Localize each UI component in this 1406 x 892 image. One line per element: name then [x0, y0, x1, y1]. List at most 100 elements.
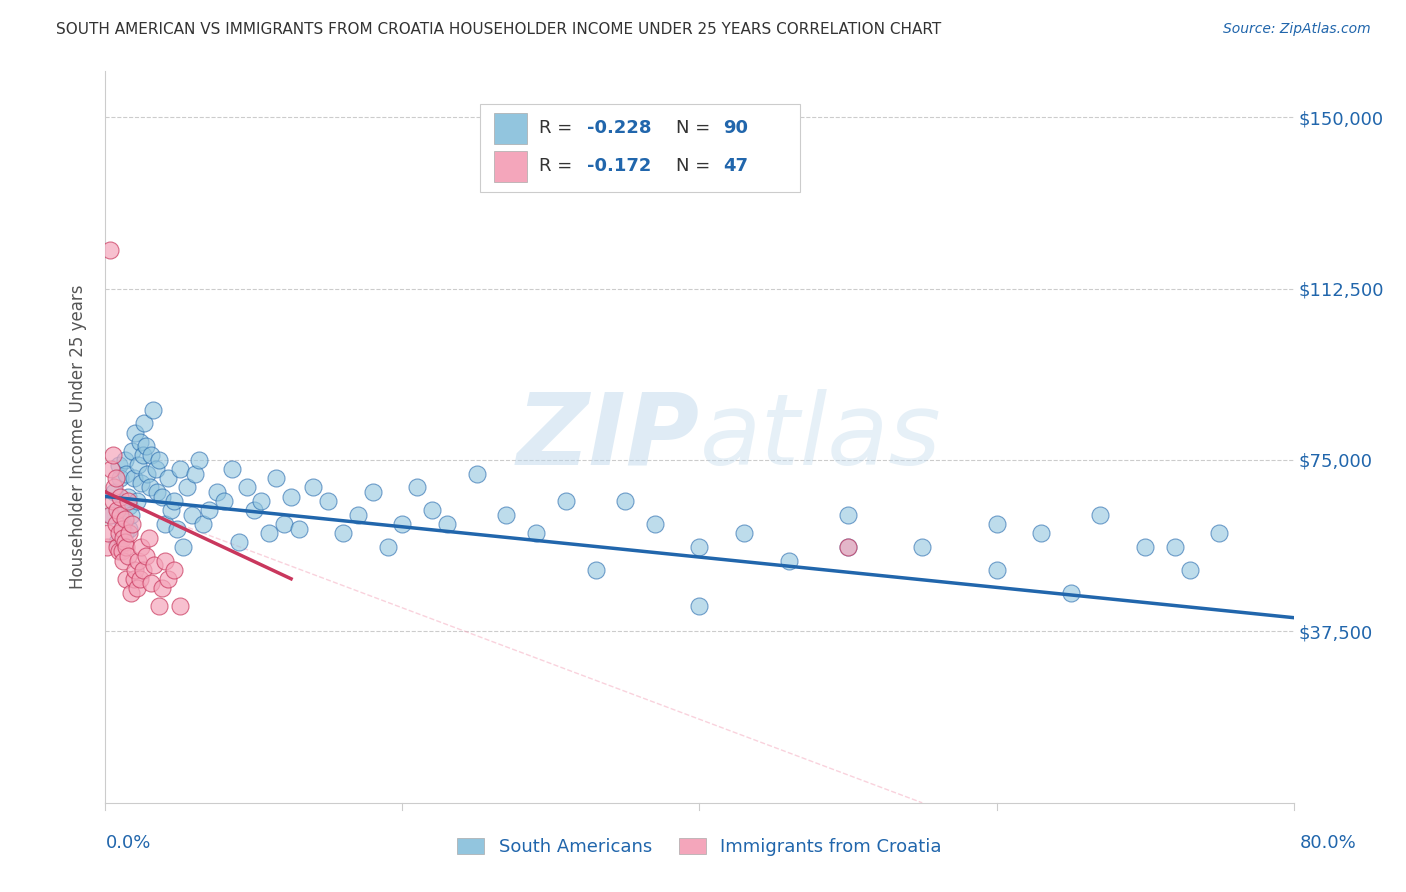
- Point: [733, 526, 755, 541]
- Point: [136, 467, 159, 481]
- Point: [159, 503, 181, 517]
- Point: [1029, 526, 1052, 541]
- Point: [103, 480, 125, 494]
- Point: [689, 599, 711, 614]
- Point: [112, 553, 135, 567]
- Point: [153, 553, 176, 567]
- Point: [121, 516, 143, 531]
- Point: [163, 563, 186, 577]
- Point: [524, 526, 547, 541]
- Point: [105, 540, 128, 554]
- Point: [1133, 540, 1156, 554]
- Point: [111, 521, 134, 535]
- Text: N =: N =: [676, 158, 716, 176]
- Point: [193, 516, 215, 531]
- Point: [585, 563, 607, 577]
- FancyBboxPatch shape: [494, 151, 527, 182]
- Point: [221, 462, 243, 476]
- Point: [125, 494, 148, 508]
- Point: [148, 453, 170, 467]
- Point: [128, 434, 150, 449]
- Point: [97, 526, 120, 541]
- Point: [1060, 585, 1083, 599]
- Point: [104, 516, 127, 531]
- Point: [138, 531, 160, 545]
- Point: [166, 521, 188, 535]
- Point: [837, 540, 859, 554]
- Point: [114, 453, 136, 467]
- Text: 80.0%: 80.0%: [1301, 834, 1357, 852]
- Point: [120, 508, 142, 522]
- Point: [110, 508, 132, 522]
- Point: [554, 494, 576, 508]
- Point: [143, 558, 166, 573]
- Text: SOUTH AMERICAN VS IMMIGRANTS FROM CROATIA HOUSEHOLDER INCOME UNDER 25 YEARS CORR: SOUTH AMERICAN VS IMMIGRANTS FROM CROATI…: [56, 22, 942, 37]
- Point: [188, 453, 211, 467]
- Point: [105, 503, 128, 517]
- Point: [96, 540, 118, 554]
- Point: [120, 585, 142, 599]
- Point: [406, 480, 429, 494]
- Point: [117, 490, 139, 504]
- Point: [111, 544, 134, 558]
- Point: [156, 572, 179, 586]
- Point: [127, 458, 149, 472]
- Point: [108, 458, 131, 472]
- Point: [131, 448, 153, 462]
- Point: [115, 572, 138, 586]
- Point: [176, 480, 198, 494]
- Point: [114, 526, 136, 541]
- Point: [264, 471, 287, 485]
- Point: [148, 599, 170, 614]
- Point: [156, 471, 179, 485]
- Y-axis label: Householder Income Under 25 years: Householder Income Under 25 years: [69, 285, 87, 590]
- Point: [1164, 540, 1187, 554]
- Point: [243, 503, 266, 517]
- Point: [128, 572, 150, 586]
- Point: [124, 425, 146, 440]
- Point: [153, 516, 176, 531]
- Point: [125, 581, 148, 595]
- Point: [250, 494, 273, 508]
- Text: -0.228: -0.228: [586, 120, 651, 137]
- Point: [198, 503, 221, 517]
- Point: [114, 512, 136, 526]
- Point: [280, 490, 302, 504]
- Point: [436, 516, 458, 531]
- Point: [169, 462, 191, 476]
- Point: [101, 494, 124, 508]
- Point: [150, 490, 173, 504]
- Point: [316, 494, 339, 508]
- Point: [911, 540, 934, 554]
- Point: [118, 521, 141, 535]
- Point: [122, 471, 145, 485]
- Point: [986, 563, 1008, 577]
- Legend: South Americans, Immigrants from Croatia: South Americans, Immigrants from Croatia: [450, 830, 949, 863]
- Point: [347, 508, 370, 522]
- Point: [115, 467, 138, 481]
- Point: [124, 563, 146, 577]
- Text: 0.0%: 0.0%: [105, 834, 150, 852]
- Point: [145, 462, 167, 476]
- Point: [495, 508, 517, 522]
- FancyBboxPatch shape: [479, 104, 800, 192]
- Point: [98, 508, 121, 522]
- Text: ZIP: ZIP: [516, 389, 700, 485]
- Point: [377, 540, 399, 554]
- Point: [112, 516, 135, 531]
- Text: -0.172: -0.172: [586, 158, 651, 176]
- Text: N =: N =: [676, 120, 716, 137]
- Point: [150, 581, 173, 595]
- Point: [287, 521, 309, 535]
- Point: [644, 516, 666, 531]
- Point: [121, 443, 143, 458]
- Point: [163, 494, 186, 508]
- Point: [111, 499, 134, 513]
- Point: [391, 516, 413, 531]
- Point: [98, 243, 121, 257]
- Point: [129, 475, 152, 490]
- Text: R =: R =: [538, 158, 578, 176]
- Point: [986, 516, 1008, 531]
- Point: [135, 549, 157, 563]
- Point: [142, 402, 165, 417]
